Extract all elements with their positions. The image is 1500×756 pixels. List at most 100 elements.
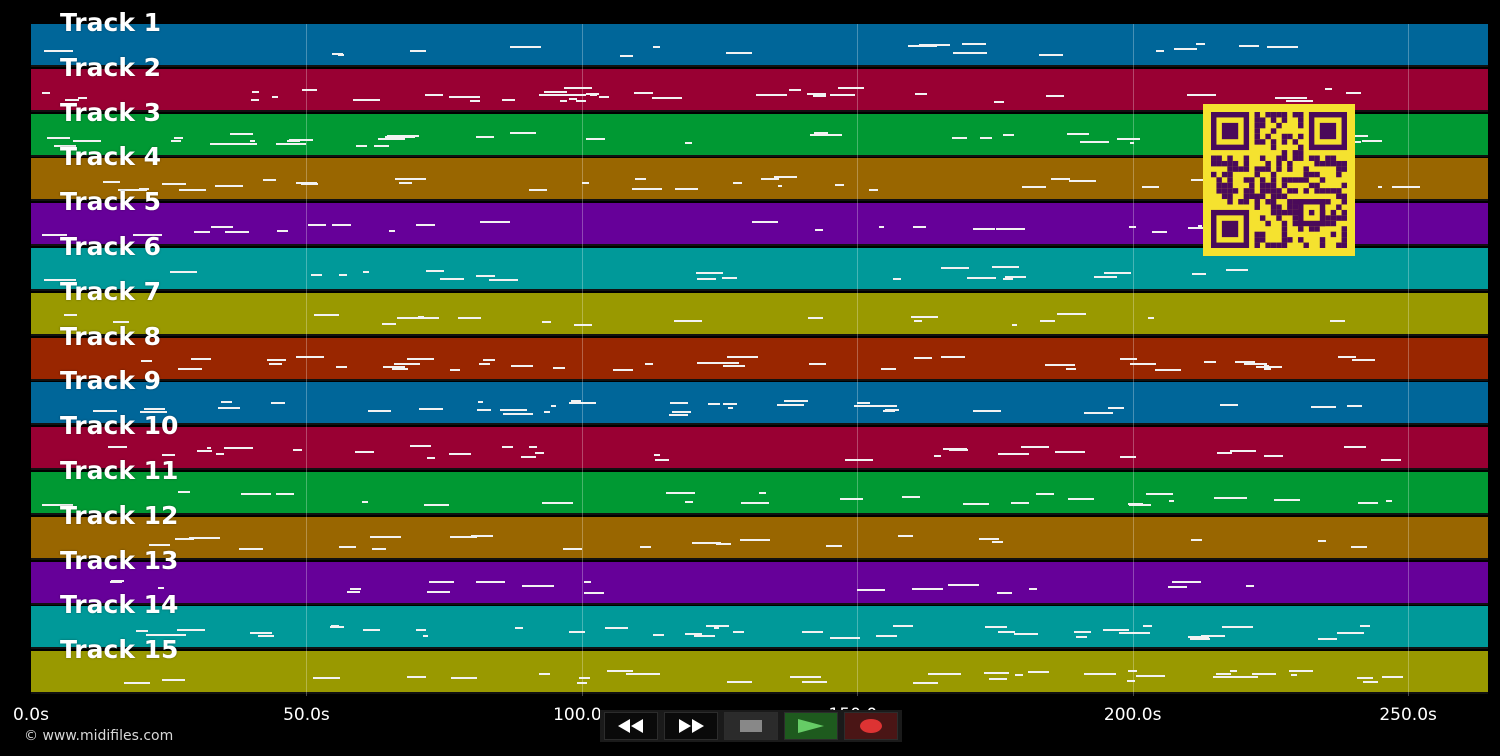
note xyxy=(1359,625,1370,628)
qr-module xyxy=(1249,193,1255,200)
note xyxy=(218,407,240,410)
qr-module xyxy=(1292,112,1299,118)
note xyxy=(1083,673,1116,676)
note xyxy=(998,453,1029,456)
qr-module xyxy=(1341,242,1347,248)
qr-module xyxy=(1270,209,1277,216)
track-lane[interactable] xyxy=(31,337,1488,381)
track-lane[interactable] xyxy=(31,472,1488,515)
track-label: Track 8 xyxy=(60,321,162,351)
qr-module xyxy=(1330,209,1337,216)
qr-module xyxy=(1265,112,1271,118)
note xyxy=(1311,405,1336,408)
note xyxy=(1245,584,1255,587)
note xyxy=(41,503,73,506)
qr-module xyxy=(1276,242,1282,248)
qr-module xyxy=(1270,188,1277,194)
fast-forward-button[interactable] xyxy=(664,712,718,740)
note xyxy=(197,450,212,453)
note xyxy=(893,278,901,281)
track-lane[interactable] xyxy=(31,561,1488,605)
play-button[interactable] xyxy=(784,712,838,740)
qr-module xyxy=(1254,242,1260,248)
qr-module xyxy=(1298,133,1304,140)
stop-button[interactable] xyxy=(724,712,778,740)
note xyxy=(755,94,788,97)
note xyxy=(668,413,689,416)
note xyxy=(1039,53,1064,56)
track-lane[interactable] xyxy=(31,292,1488,336)
note xyxy=(871,405,898,408)
qr-module xyxy=(1276,215,1282,221)
qr-module xyxy=(1270,204,1277,210)
note xyxy=(148,543,170,546)
note xyxy=(1203,361,1216,364)
note xyxy=(423,503,445,506)
track-lane[interactable] xyxy=(31,427,1488,471)
rewind-button[interactable] xyxy=(604,712,658,740)
note xyxy=(625,673,638,676)
note xyxy=(377,138,406,141)
note xyxy=(578,676,590,679)
note xyxy=(224,143,257,146)
track-label: Track 7 xyxy=(60,276,162,306)
note xyxy=(752,221,779,224)
note xyxy=(502,446,513,449)
note xyxy=(162,634,187,637)
note xyxy=(634,91,654,94)
note xyxy=(542,321,552,324)
track-lane[interactable] xyxy=(31,382,1488,426)
note xyxy=(691,542,708,544)
record-button[interactable] xyxy=(844,712,898,740)
track-lane[interactable] xyxy=(31,24,1488,67)
qr-module xyxy=(1325,215,1331,221)
note xyxy=(215,452,225,455)
note xyxy=(674,319,702,322)
note xyxy=(619,54,633,57)
note xyxy=(478,400,484,403)
track-lane[interactable] xyxy=(31,606,1488,650)
qr-module xyxy=(1259,237,1266,243)
note xyxy=(1119,632,1151,635)
note xyxy=(1358,502,1379,505)
note xyxy=(857,588,885,591)
note xyxy=(963,503,989,506)
note xyxy=(829,637,861,640)
note xyxy=(815,228,824,231)
note xyxy=(522,584,554,587)
qr-module xyxy=(1303,171,1309,178)
qr-module xyxy=(1319,242,1326,248)
track-lane[interactable] xyxy=(31,516,1488,560)
qr-module xyxy=(1319,122,1337,140)
note xyxy=(502,98,515,101)
note xyxy=(722,403,737,406)
qr-module xyxy=(1254,231,1260,238)
note xyxy=(1220,403,1238,406)
note xyxy=(331,224,351,227)
note xyxy=(1195,43,1206,46)
note xyxy=(1238,45,1260,48)
note xyxy=(429,581,454,584)
note xyxy=(353,98,381,101)
note xyxy=(388,230,395,233)
note xyxy=(1317,637,1338,640)
note xyxy=(1044,363,1076,366)
qr-module xyxy=(1259,215,1266,221)
qr-module xyxy=(1298,177,1304,183)
track-lane[interactable] xyxy=(31,651,1488,695)
qr-module xyxy=(1221,182,1228,189)
note xyxy=(451,676,477,679)
qr-module xyxy=(1336,215,1342,221)
note xyxy=(382,322,396,325)
note xyxy=(801,680,828,683)
note xyxy=(355,450,375,453)
qr-module xyxy=(1276,193,1282,200)
qr-module xyxy=(1270,171,1277,178)
track-label: Track 1 xyxy=(60,8,162,37)
qr-module xyxy=(1319,188,1326,194)
note xyxy=(509,131,536,134)
qr-module xyxy=(1319,237,1326,243)
qr-module xyxy=(1292,215,1299,221)
note xyxy=(1274,499,1300,502)
note xyxy=(1173,47,1197,50)
